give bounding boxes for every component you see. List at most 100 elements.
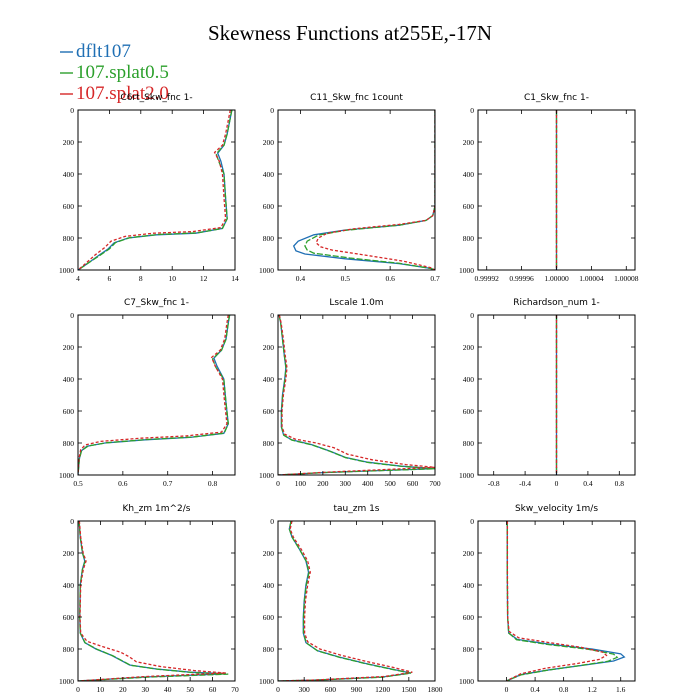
x-tick-label: 0.99996 — [509, 274, 534, 283]
panel-title: Skw_velocity 1m/s — [515, 504, 598, 514]
y-tick-label: 400 — [263, 375, 275, 384]
series-line — [78, 110, 233, 270]
y-tick-label: 400 — [63, 170, 75, 179]
x-tick-label: -0.4 — [519, 479, 531, 488]
y-tick-label: 600 — [63, 202, 75, 211]
y-tick-label: 400 — [263, 581, 275, 590]
y-tick-label: 0 — [470, 517, 474, 526]
series-group — [78, 110, 233, 270]
series-line — [506, 521, 619, 681]
x-tick-label: 0.4 — [530, 685, 540, 694]
y-tick-label: 800 — [463, 439, 475, 448]
y-tick-label: 0 — [70, 517, 74, 526]
y-tick-label: 800 — [263, 234, 275, 243]
y-tick-label: 1000 — [59, 471, 74, 480]
y-tick-label: 400 — [463, 375, 475, 384]
x-tick-label: 100 — [295, 479, 307, 488]
panel: C11_Skw_fnc 1count 0.4 0.5 0.6 0.7 0 200 400 600… — [259, 93, 440, 283]
panel-title: Lscale 1.0m — [329, 298, 383, 308]
y-tick-label: 200 — [463, 343, 475, 352]
y-tick-label: 600 — [63, 613, 75, 622]
panel-title: C6rt_Skw_fnc 1- — [120, 93, 192, 103]
y-tick-label: 600 — [463, 202, 475, 211]
panel-title: Kh_zm 1m^2/s — [123, 504, 191, 514]
x-tick-label: 6 — [108, 274, 112, 283]
series-line — [78, 110, 231, 270]
panel: C7_Skw_fnc 1- 0.5 0.6 0.7 0.8 0 200 400 600 800 10… — [59, 298, 236, 488]
panel: Lscale 1.0m 0 100 200 300 400 500 600 700 0 200 400… — [259, 298, 441, 488]
plot-frame — [77, 520, 236, 682]
x-tick-label: 300 — [340, 479, 352, 488]
x-tick-label: 900 — [351, 685, 363, 694]
y-tick-label: 800 — [63, 234, 75, 243]
x-tick-label: 0 — [76, 685, 80, 694]
x-tick-label: 1.6 — [616, 685, 626, 694]
panel: C1_Skw_fnc 1- 0.99992 0.99996 1.00000 1.0000… — [459, 93, 639, 283]
x-tick-label: 70 — [231, 685, 239, 694]
series-line — [278, 315, 435, 475]
y-tick-label: 600 — [263, 407, 275, 416]
y-tick-label: 1000 — [459, 266, 474, 275]
panel: Richardson_num 1- -0.8 -0.4 0 0.4 0.8 0 200 400 6… — [459, 298, 636, 488]
series-line — [78, 521, 227, 681]
y-tick-label: 600 — [263, 202, 275, 211]
panel: C6rt_Skw_fnc 1- 4 6 8 10 12 14 0 200 400 600 800 100… — [59, 93, 239, 283]
x-tick-label: 0.5 — [341, 274, 351, 283]
y-tick-label: 0 — [270, 517, 274, 526]
x-tick-label: 10 — [97, 685, 105, 694]
y-tick-label: 400 — [63, 581, 75, 590]
y-tick-label: 1000 — [459, 471, 474, 480]
y-tick-label: 200 — [463, 549, 475, 558]
x-tick-label: 1.2 — [587, 685, 597, 694]
x-tick-label: 0.6 — [385, 274, 395, 283]
plot-frame — [77, 314, 236, 476]
y-tick-label: 400 — [263, 170, 275, 179]
plot-frame — [277, 314, 436, 476]
series-group — [78, 521, 229, 681]
x-tick-label: 0.5 — [73, 479, 83, 488]
y-tick-label: 400 — [463, 170, 475, 179]
panels: C6rt_Skw_fnc 1-4 6 8 10 12 140200400600800100… — [59, 93, 639, 694]
x-tick-label: 60 — [209, 685, 217, 694]
figure-title: Skewness Functions at255E,-17N — [208, 21, 492, 45]
y-tick-label: 1000 — [259, 471, 274, 480]
legend-label: 107.splat0.5 — [76, 62, 169, 83]
x-tick-label: 0.99992 — [475, 274, 500, 283]
panel-title: C11_Skw_fnc 1count — [310, 93, 403, 103]
y-tick-label: 200 — [63, 549, 75, 558]
x-tick-label: 10 — [168, 274, 176, 283]
x-tick-label: 1.00004 — [579, 274, 604, 283]
y-tick-label: 200 — [463, 138, 475, 147]
y-tick-label: 1000 — [459, 677, 474, 686]
y-tick-label: 200 — [63, 138, 75, 147]
x-tick-label: 30 — [142, 685, 150, 694]
plot-frame — [477, 520, 636, 682]
x-tick-label: 0.8 — [559, 685, 569, 694]
x-tick-label: 0.4 — [296, 274, 306, 283]
series-line — [78, 521, 229, 681]
legend-label: dflt107 — [76, 41, 131, 62]
panel: tau_zm 1s 0 300 600 900 1200 1500 1800 0 200 400 60… — [259, 504, 443, 694]
panel-title: Richardson_num 1- — [513, 298, 600, 308]
y-tick-label: 0 — [470, 311, 474, 320]
plot-frame — [77, 109, 236, 271]
x-tick-label: 0 — [555, 479, 559, 488]
x-tick-label: 1200 — [375, 685, 390, 694]
y-tick-label: 200 — [63, 343, 75, 352]
series-group — [292, 110, 435, 270]
y-tick-label: 400 — [63, 375, 75, 384]
x-tick-label: 12 — [200, 274, 208, 283]
x-tick-label: 400 — [362, 479, 374, 488]
y-tick-label: 0 — [270, 311, 274, 320]
series-line — [278, 521, 413, 681]
series-line — [78, 110, 233, 270]
x-tick-label: 600 — [407, 479, 419, 488]
y-tick-label: 800 — [263, 645, 275, 654]
y-tick-label: 200 — [263, 549, 275, 558]
panel: Kh_zm 1m^2/s 0 10 20 30 40 50 60 70 0 200 400 600 800… — [59, 504, 239, 694]
y-tick-label: 200 — [263, 343, 275, 352]
x-tick-label: -0.8 — [488, 479, 500, 488]
series-line — [78, 315, 231, 475]
